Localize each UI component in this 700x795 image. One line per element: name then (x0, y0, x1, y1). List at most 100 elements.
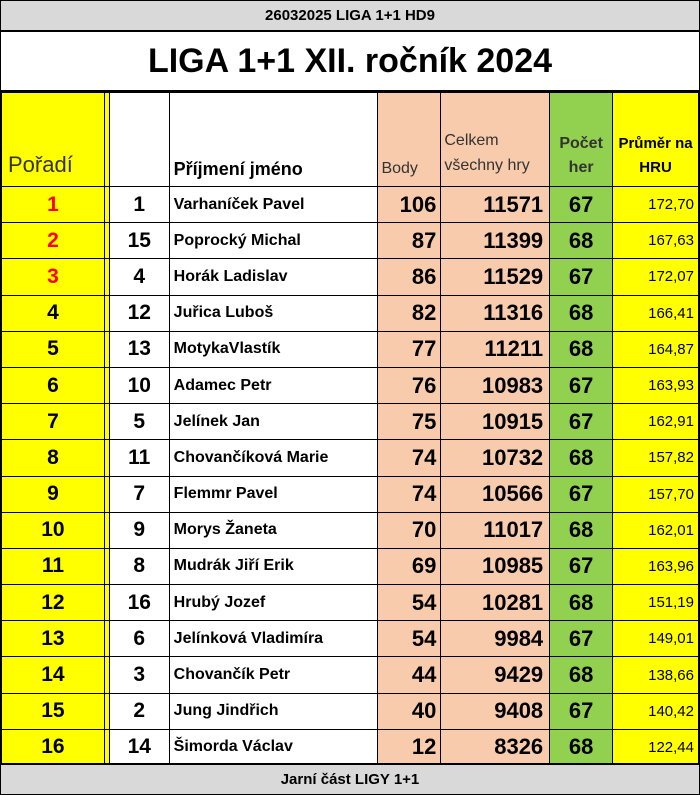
number-cell: 15 (108, 222, 170, 260)
number-cell: 9 (108, 511, 170, 549)
games-cell: 67 (549, 185, 614, 224)
total-cell: 10983 (440, 366, 551, 405)
total-cell: 11017 (440, 511, 551, 549)
games-cell: 68 (549, 439, 614, 477)
name-cell: Mudrák Jiří Erik (168, 547, 379, 586)
number-cell: 4 (108, 258, 170, 296)
number-cell: 2 (108, 692, 170, 730)
name-cell: Varhaníček Pavel (168, 185, 379, 224)
average-cell: 164,87 (612, 330, 699, 368)
number-cell: 3 (108, 656, 170, 694)
number-cell: 5 (108, 403, 170, 441)
number-cell: 6 (108, 620, 170, 658)
rank-cell: 5 (1, 330, 105, 368)
number-cell: 11 (108, 439, 170, 477)
rank-cell: 1 (1, 185, 105, 224)
table-row: 1 1 Varhaníček Pavel 106 11571 67 172,70 (1, 185, 699, 224)
table-row: 3 4 Horák Ladislav 86 11529 67 172,07 (1, 258, 699, 296)
average-cell: 172,70 (612, 185, 699, 224)
total-cell: 11211 (440, 330, 551, 368)
table-row: 15 2 Jung Jindřich 40 9408 67 140,42 (1, 692, 699, 730)
points-cell: 54 (377, 584, 442, 622)
name-cell: Jung Jindřich (168, 692, 379, 730)
number-cell: 1 (108, 185, 170, 224)
file-label: 26032025 LIGA 1+1 HD9 (1, 1, 699, 32)
points-cell: 40 (377, 692, 442, 730)
total-cell: 10281 (440, 584, 551, 622)
number-cell: 8 (108, 547, 170, 586)
points-cell: 44 (377, 656, 442, 694)
average-cell: 162,01 (612, 511, 699, 549)
name-cell: Flemmr Pavel (168, 475, 379, 513)
games-cell: 67 (549, 692, 614, 730)
average-cell: 138,66 (612, 656, 699, 694)
table-row: 4 12 Juřica Luboš 82 11316 68 166,41 (1, 294, 699, 332)
points-cell: 86 (377, 258, 442, 296)
points-cell: 82 (377, 294, 442, 332)
header-name: Příjmení jméno (168, 92, 379, 187)
average-cell: 162,91 (612, 403, 699, 441)
points-cell: 12 (377, 728, 442, 767)
rank-cell: 10 (1, 511, 105, 549)
average-cell: 166,41 (612, 294, 699, 332)
average-cell: 157,70 (612, 475, 699, 513)
average-cell: 122,44 (612, 728, 699, 767)
table-row: 7 5 Jelínek Jan 75 10915 67 162,91 (1, 403, 699, 441)
games-cell: 67 (549, 620, 614, 658)
header-number (108, 92, 170, 187)
total-cell: 10985 (440, 547, 551, 586)
table-row: 11 8 Mudrák Jiří Erik 69 10985 67 163,96 (1, 547, 699, 586)
number-cell: 13 (108, 330, 170, 368)
total-cell: 9408 (440, 692, 551, 730)
number-cell: 16 (108, 584, 170, 622)
points-cell: 74 (377, 475, 442, 513)
total-cell: 11529 (440, 258, 551, 296)
number-cell: 14 (108, 728, 170, 767)
table-row: 8 11 Chovančíková Marie 74 10732 68 157,82 (1, 439, 699, 477)
table-row: 2 15 Poprocký Michal 87 11399 68 167,63 (1, 222, 699, 260)
number-cell: 12 (108, 294, 170, 332)
name-cell: Adamec Petr (168, 366, 379, 405)
table-row: 10 9 Morys Žaneta 70 11017 68 162,01 (1, 511, 699, 549)
header-rank: Pořadí (1, 92, 105, 187)
games-cell: 67 (549, 403, 614, 441)
rank-cell: 9 (1, 475, 105, 513)
rank-cell: 13 (1, 620, 105, 658)
name-cell: Morys Žaneta (168, 511, 379, 549)
rank-cell: 6 (1, 366, 105, 405)
games-cell: 68 (549, 294, 614, 332)
games-cell: 68 (549, 584, 614, 622)
number-cell: 7 (108, 475, 170, 513)
points-cell: 70 (377, 511, 442, 549)
name-cell: MotykaVlastík (168, 330, 379, 368)
name-cell: Chovančíková Marie (168, 439, 379, 477)
table-row: 9 7 Flemmr Pavel 74 10566 67 157,70 (1, 475, 699, 513)
number-cell: 10 (108, 366, 170, 405)
total-cell: 11399 (440, 222, 551, 260)
rank-cell: 14 (1, 656, 105, 694)
name-cell: Juřica Luboš (168, 294, 379, 332)
table-row: 12 16 Hrubý Jozef 54 10281 68 151,19 (1, 584, 699, 622)
rank-cell: 12 (1, 584, 105, 622)
average-cell: 163,96 (612, 547, 699, 586)
rank-cell: 3 (1, 258, 105, 296)
total-cell: 10566 (440, 475, 551, 513)
total-cell: 8326 (440, 728, 551, 767)
table-row: 13 6 Jelínková Vladimíra 54 9984 67 149,01 (1, 620, 699, 658)
table-row: 6 10 Adamec Petr 76 10983 67 163,93 (1, 366, 699, 405)
points-cell: 54 (377, 620, 442, 658)
name-cell: Horák Ladislav (168, 258, 379, 296)
games-cell: 67 (549, 258, 614, 296)
average-cell: 172,07 (612, 258, 699, 296)
total-cell: 10915 (440, 403, 551, 441)
points-cell: 106 (377, 185, 442, 224)
header-average: Průměr na HRU (612, 92, 699, 187)
name-cell: Poprocký Michal (168, 222, 379, 260)
rank-cell: 16 (1, 728, 105, 767)
table-row: 16 14 Šimorda Václav 12 8326 68 122,44 (1, 728, 699, 767)
total-cell: 11571 (440, 185, 551, 224)
table-row: 5 13 MotykaVlastík 77 11211 68 164,87 (1, 330, 699, 368)
name-cell: Hrubý Jozef (168, 584, 379, 622)
average-cell: 167,63 (612, 222, 699, 260)
games-cell: 67 (549, 547, 614, 586)
